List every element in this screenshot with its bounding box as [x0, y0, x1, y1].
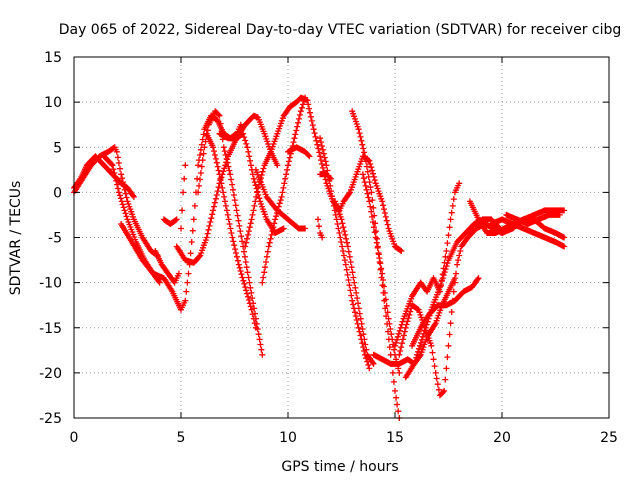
series-markers — [285, 144, 313, 160]
series-trace-4 — [118, 112, 244, 313]
y-tick-label: -25 — [39, 411, 62, 427]
series-markers — [359, 171, 403, 376]
series-markers — [315, 216, 326, 241]
y-tick-label: 10 — [44, 95, 62, 111]
x-tick-label: 10 — [279, 430, 297, 446]
series-markers — [71, 153, 137, 200]
series-trace-10 — [216, 130, 287, 236]
y-tick-label: -10 — [39, 276, 62, 292]
series-markers — [152, 162, 189, 286]
series-trace-15 — [315, 216, 326, 241]
series-markers — [392, 180, 463, 349]
x-tick-label: 0 — [70, 430, 79, 446]
y-tick-label: -5 — [48, 231, 62, 247]
series-trace-17 — [317, 135, 373, 372]
series-trace-22 — [396, 221, 505, 399]
chart-title: Day 065 of 2022, Sidereal Day-to-day VTE… — [59, 22, 622, 38]
y-axis-label: SDTVAR / TECUs — [8, 181, 24, 296]
series-trace-14 — [285, 144, 313, 160]
series-trace-7 — [173, 112, 281, 266]
series-markers — [317, 135, 373, 372]
series-trace-12 — [259, 94, 309, 286]
series-trace-1 — [71, 153, 137, 200]
series-trace-13 — [252, 166, 309, 232]
series-markers — [259, 94, 309, 286]
series-trace-5 — [152, 162, 189, 286]
series-markers — [71, 144, 161, 259]
series-trace-29 — [503, 211, 563, 227]
data-series — [71, 94, 568, 421]
y-tick-label: -15 — [39, 321, 62, 337]
x-tick-label: 5 — [177, 430, 186, 446]
y-tick-label: -20 — [39, 366, 62, 382]
series-trace-6 — [160, 216, 180, 227]
series-markers — [203, 130, 259, 331]
series-trace-2 — [71, 144, 161, 259]
grid — [74, 57, 609, 418]
series-trace-18 — [332, 198, 377, 367]
series-markers — [252, 166, 309, 232]
series-trace-19 — [349, 108, 403, 421]
series-markers — [160, 216, 180, 227]
series-trace-23 — [392, 180, 463, 349]
series-markers — [332, 198, 377, 367]
series-markers — [503, 211, 563, 227]
series-trace-9 — [203, 130, 259, 331]
axis-ticks: 0 5 10 15 20 25 15 10 5 0 -5 -10 -15 -20 -25 — [39, 50, 618, 446]
series-markers — [118, 112, 244, 313]
series-trace-20 — [359, 171, 403, 376]
series-markers — [173, 112, 281, 266]
series-markers — [396, 221, 505, 399]
y-tick-label: 0 — [53, 185, 62, 201]
x-tick-label: 25 — [600, 430, 618, 446]
series-markers — [409, 275, 482, 349]
x-axis-label: GPS time / hours — [281, 459, 398, 475]
y-tick-label: 5 — [53, 140, 62, 156]
series-trace-25 — [409, 275, 482, 349]
x-tick-label: 20 — [493, 430, 511, 446]
series-markers — [349, 108, 403, 421]
y-tick-label: 15 — [44, 50, 62, 66]
x-tick-label: 15 — [386, 430, 404, 446]
series-markers — [216, 130, 287, 236]
